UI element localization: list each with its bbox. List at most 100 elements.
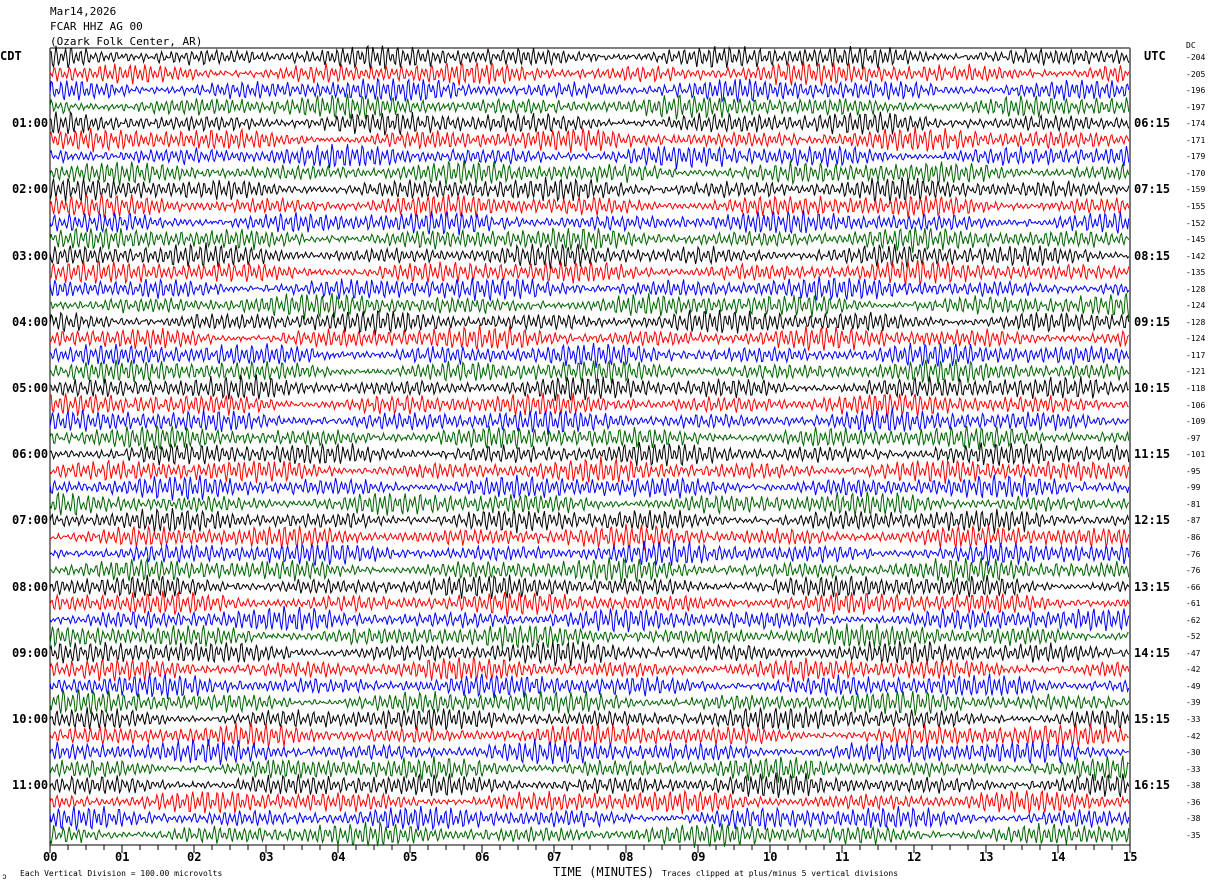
trace-row-19 <box>49 359 1130 385</box>
trace-row-9 <box>49 192 1130 219</box>
dc-offset-label: -33 <box>1186 764 1201 774</box>
trace-row-12 <box>49 242 1130 270</box>
dc-offset-label: -117 <box>1186 350 1206 360</box>
utc-hour-label: 08:15 <box>1134 248 1171 263</box>
trace-row-26 <box>49 474 1130 501</box>
utc-hour-label: 09:15 <box>1134 314 1171 329</box>
x-tick-label: 13 <box>979 850 994 864</box>
cdt-hour-label: 05:00 <box>12 381 49 395</box>
x-tick-label: 03 <box>259 850 274 864</box>
dc-offset-label: -52 <box>1186 632 1201 642</box>
cdt-hour-label: 03:00 <box>12 248 49 263</box>
dc-offset-label: -171 <box>1186 135 1206 145</box>
trace-row-46 <box>49 805 1130 831</box>
x-axis-label: TIME (MINUTES) <box>553 865 655 879</box>
trace-row-43 <box>49 755 1130 783</box>
trace-row-24 <box>49 442 1130 467</box>
trace-row-35 <box>49 623 1129 650</box>
trace-row-31 <box>50 557 1130 583</box>
date-label: Mar14,2026 <box>50 5 117 18</box>
x-tick-label: 06 <box>475 850 490 864</box>
cdt-hour-label: 04:00 <box>12 314 49 329</box>
x-tick-label: 09 <box>691 850 706 864</box>
trace-row-17 <box>49 324 1130 351</box>
dc-offset-label: -142 <box>1186 251 1206 261</box>
trace-row-47 <box>49 821 1130 848</box>
dc-offset-label: -62 <box>1186 615 1201 625</box>
dc-offset-label: -33 <box>1186 715 1201 724</box>
trace-row-1 <box>49 60 1130 87</box>
dc-offset-label: -124 <box>1186 301 1206 311</box>
dc-offset-label: -152 <box>1186 218 1206 228</box>
trace-row-25 <box>49 456 1130 484</box>
trace-row-8 <box>49 176 1130 204</box>
dc-offset-label: -38 <box>1186 814 1201 824</box>
trace-row-13 <box>49 259 1130 286</box>
trace-row-3 <box>49 93 1130 120</box>
trace-row-28 <box>49 507 1130 534</box>
trace-row-20 <box>49 374 1129 402</box>
trace-row-39 <box>49 689 1130 716</box>
utc-hour-label: 07:15 <box>1134 182 1171 197</box>
dc-offset-label: -97 <box>1186 433 1201 443</box>
cdt-hour-label: 10:00 <box>12 712 49 726</box>
dc-offset-label: -118 <box>1186 384 1206 393</box>
x-tick-label: 05 <box>403 850 418 864</box>
cdt-hour-label: 09:00 <box>12 645 49 660</box>
cdt-hour-label: 11:00 <box>12 778 49 793</box>
utc-hour-label: 10:15 <box>1134 381 1171 395</box>
trace-row-27 <box>49 491 1130 517</box>
trace-row-16 <box>49 309 1130 336</box>
dc-offset-label: -49 <box>1186 681 1201 691</box>
x-tick-label: 14 <box>1051 850 1066 864</box>
trace-row-11 <box>49 226 1130 253</box>
utc-hour-label: 13:15 <box>1134 579 1171 594</box>
trace-row-32 <box>49 574 1130 599</box>
cdt-label: CDT <box>0 49 22 63</box>
x-tick-label: 07 <box>547 850 562 864</box>
x-tick-label: 12 <box>907 850 922 864</box>
cdt-hour-label: 06:00 <box>12 447 49 462</box>
dc-offset-label: -174 <box>1186 119 1206 129</box>
utc-hour-label: 11:15 <box>1134 447 1171 462</box>
dc-offset-label: -159 <box>1186 185 1206 195</box>
trace-row-14 <box>49 276 1130 302</box>
trace-row-34 <box>49 605 1130 634</box>
trace-row-38 <box>49 673 1130 700</box>
dc-offset-label: -86 <box>1186 532 1201 542</box>
trace-row-6 <box>49 143 1130 170</box>
trace-row-33 <box>49 590 1130 618</box>
x-tick-label: 11 <box>835 850 850 864</box>
trace-row-15 <box>49 292 1130 320</box>
x-tick-label: 10 <box>763 850 778 864</box>
trace-row-18 <box>49 342 1130 368</box>
dc-offset-label: -35 <box>1186 830 1201 840</box>
trace-row-23 <box>49 425 1130 450</box>
dc-offset-label: -42 <box>1186 665 1201 675</box>
trace-row-40 <box>49 706 1130 731</box>
dc-offset-label: -66 <box>1186 582 1201 592</box>
x-tick-label: 08 <box>619 850 634 864</box>
dc-offset-label: -61 <box>1186 599 1201 609</box>
utc-label: UTC <box>1144 49 1166 63</box>
x-tick-label: 04 <box>331 850 346 864</box>
trace-row-10 <box>49 210 1130 236</box>
dc-offset-label: -106 <box>1186 400 1206 410</box>
scale-note: Each Vertical Division = 100.00 microvol… <box>20 869 223 878</box>
trace-row-30 <box>49 540 1130 566</box>
dc-offset-label: -42 <box>1186 731 1201 741</box>
trace-row-2 <box>49 77 1130 104</box>
dc-offset-label: -36 <box>1186 797 1201 807</box>
trace-row-4 <box>49 110 1130 136</box>
dc-offset-label: -101 <box>1186 450 1206 460</box>
trace-row-0 <box>49 44 1130 70</box>
x-tick-label: 15 <box>1123 850 1138 864</box>
dc-offset-label: -135 <box>1186 268 1206 278</box>
dc-offset-label: -196 <box>1186 86 1206 96</box>
cdt-hour-label: 07:00 <box>12 513 49 528</box>
cdt-hour-label: 02:00 <box>12 182 49 197</box>
station-label: FCAR HHZ AG 00 <box>50 20 143 33</box>
utc-hour-label: 14:15 <box>1134 645 1171 660</box>
dc-offset-label: -39 <box>1186 698 1201 708</box>
corner-mark: ↄ <box>2 872 7 881</box>
